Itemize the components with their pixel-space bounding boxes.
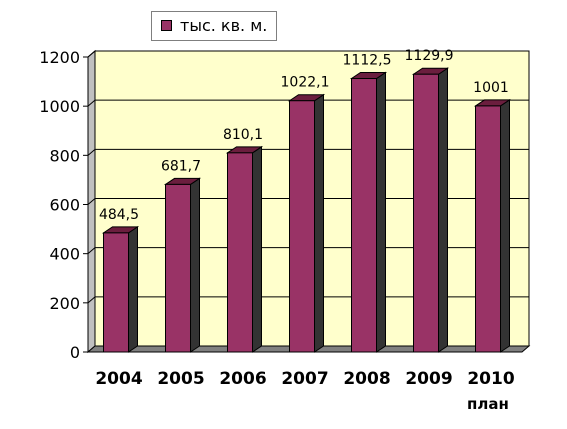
x-tick-label: 2005 [157, 369, 204, 389]
gridline-depth [87, 198, 96, 205]
gridline-depth [87, 296, 96, 304]
y-tick-label: 0 [70, 343, 80, 362]
bar-side [252, 145, 262, 353]
plan-annotation: план [467, 395, 509, 413]
legend: тыс. кв. м. [151, 11, 277, 41]
bar [227, 152, 253, 353]
legend-swatch [161, 20, 172, 31]
legend-label: тыс. кв. м. [180, 16, 268, 35]
gridline-depth [87, 247, 96, 255]
bar [413, 73, 439, 353]
y-tick-label: 200 [49, 294, 80, 313]
y-tick-label: 800 [49, 146, 80, 165]
bar-side [314, 93, 324, 353]
data-label: 681,7 [161, 158, 201, 174]
x-tick-label: 2006 [219, 369, 266, 389]
x-tick-label: 2010 [467, 369, 514, 389]
data-label: 1129,9 [405, 48, 454, 64]
bar [165, 183, 191, 353]
bar-side [128, 225, 138, 353]
x-tick-label: 2009 [405, 369, 452, 389]
bar-side [376, 71, 386, 353]
x-tick-label: 2008 [343, 369, 390, 389]
bar-side [438, 67, 448, 353]
gridline-depth [87, 50, 96, 58]
bar-side [190, 177, 200, 353]
gridline-depth [87, 148, 96, 156]
y-tick-label: 1200 [39, 48, 80, 67]
data-label: 1022,1 [281, 75, 330, 91]
bar-side [500, 98, 510, 353]
bar [289, 100, 315, 353]
data-label: 1112,5 [343, 53, 392, 69]
y-tick-label: 400 [49, 245, 80, 264]
data-label: 810,1 [223, 127, 263, 143]
y-tick-label: 1000 [39, 97, 80, 116]
data-label: 484,5 [99, 207, 139, 223]
gridline-depth [87, 99, 96, 107]
x-tick-label: 2007 [281, 369, 328, 389]
bar [351, 78, 377, 353]
x-tick-label: 2004 [95, 369, 142, 389]
y-tick-label: 600 [49, 196, 80, 215]
data-label: 1001 [473, 80, 509, 96]
bar [103, 232, 129, 353]
bar [475, 105, 501, 353]
